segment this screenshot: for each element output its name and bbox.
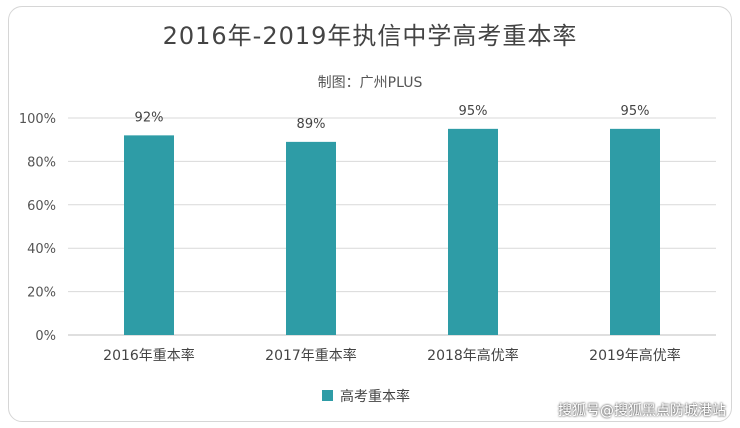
bar [124,135,174,335]
y-tick-label: 0% [35,329,56,344]
data-label: 89% [297,117,326,132]
x-tick-label: 2017年重本率 [265,347,357,364]
watermark: 搜狐号@搜狐黑点防城港站 [558,403,726,419]
y-tick-label: 40% [27,242,56,257]
y-tick-label: 80% [27,155,56,170]
x-tick-label: 2016年重本率 [103,347,195,364]
data-label: 95% [621,104,650,119]
y-tick-label: 60% [27,199,56,214]
x-tick-label: 2018年高优率 [427,347,519,364]
y-tick-label: 20% [27,286,56,301]
bar [448,128,498,335]
x-tick-label: 2019年高优率 [589,347,681,364]
legend-swatch [322,390,333,401]
data-label: 95% [459,104,488,119]
chart-subtitle: 制图：广州PLUS [317,75,423,91]
y-tick-label: 100% [19,112,56,127]
bar [610,128,660,335]
legend-label: 高考重本率 [340,388,410,405]
chart-title: 2016年-2019年执信中学高考重本率 [162,22,578,50]
data-label: 92% [135,110,164,125]
bar [286,141,336,335]
